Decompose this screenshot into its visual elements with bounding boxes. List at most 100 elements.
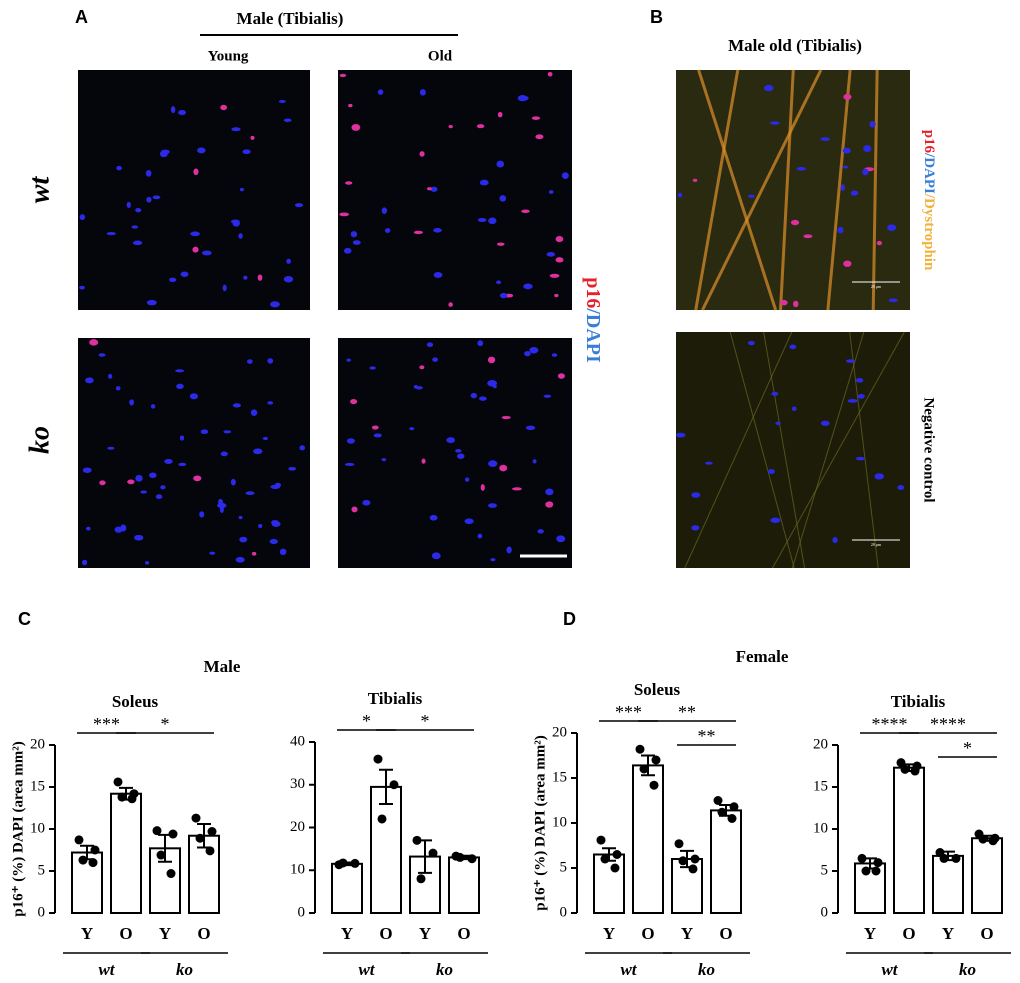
nucleus [546, 251, 556, 257]
nucleus [250, 135, 255, 140]
nucleus [796, 166, 807, 171]
nucleus [519, 95, 529, 101]
nucleus [863, 145, 872, 152]
bar [632, 764, 664, 915]
nucleus [190, 231, 200, 237]
nucleus [480, 484, 485, 491]
nucleus [371, 425, 379, 430]
nucleus [496, 280, 502, 285]
nucleus [770, 517, 781, 523]
nucleus [840, 184, 845, 192]
bar [110, 792, 142, 914]
data-point [389, 780, 399, 790]
nucleus [270, 484, 281, 490]
nucleus [220, 451, 228, 457]
scale-text: 20 μm [871, 284, 882, 289]
nucleus [551, 353, 558, 357]
nucleus [339, 212, 349, 217]
nucleus [419, 365, 425, 370]
nucleus [253, 448, 263, 455]
nucleus [283, 275, 294, 283]
nucleus [219, 506, 224, 513]
nucleus [346, 358, 352, 362]
nucleus [843, 260, 852, 267]
nucleus [446, 437, 456, 444]
nucleus [837, 226, 844, 234]
fiber-edge [684, 331, 793, 569]
nucleus [545, 501, 554, 508]
nucleus [294, 203, 304, 208]
nucleus [876, 240, 883, 246]
sig-label: ** [698, 726, 716, 746]
data-point [455, 852, 465, 862]
x-tick-label: Y [419, 924, 431, 943]
nucleus [140, 490, 148, 494]
nucleus [135, 207, 142, 213]
sig-label: * [421, 711, 430, 731]
data-point [88, 858, 98, 868]
nucleus [160, 485, 166, 490]
nucleus [855, 378, 864, 383]
nucleus [477, 533, 483, 539]
x-tick-label: Y [603, 924, 615, 943]
fiber-edge [791, 331, 865, 569]
nucleus [496, 160, 505, 168]
data-point [857, 853, 867, 863]
nucleus [85, 377, 94, 384]
nucleus [433, 272, 443, 278]
nucleus [887, 224, 897, 231]
nucleus [262, 436, 269, 441]
nucleus [179, 435, 185, 441]
nucleus [790, 219, 800, 226]
nucleus [82, 467, 92, 473]
data-point [78, 855, 88, 865]
nucleus [134, 534, 144, 541]
nucleus [351, 123, 361, 131]
x-tick-label: Y [864, 924, 876, 943]
nucleus [479, 179, 489, 186]
nucleus [549, 273, 560, 278]
nucleus [197, 147, 206, 154]
stain: /Dystrophin [921, 193, 937, 271]
bar [370, 785, 402, 915]
y-tick-label: 20 [290, 819, 305, 835]
fiber-edge [729, 331, 795, 569]
nucleus [548, 190, 554, 194]
nucleus [769, 121, 780, 125]
nucleus [126, 201, 131, 208]
nucleus [476, 124, 485, 129]
nucleus [178, 462, 187, 467]
group-label: ko [959, 960, 976, 979]
data-point [988, 836, 998, 846]
y-tick-label: 0 [821, 904, 829, 920]
nucleus [497, 111, 503, 118]
nucleus [477, 340, 484, 347]
stain-label: p16/DAPI [582, 277, 604, 363]
nucleus [820, 137, 831, 141]
nucleus [843, 93, 852, 101]
chart-title: Tibialis [368, 689, 423, 708]
nucleus [419, 89, 426, 96]
nucleus [499, 464, 508, 472]
nucleus [487, 380, 498, 387]
nucleus [107, 446, 115, 450]
panel-title: Male [204, 657, 241, 676]
group-label: wt [620, 960, 637, 979]
y-tick-label: 5 [38, 862, 46, 878]
nucleus [251, 551, 257, 556]
y-tick-label: 5 [560, 859, 568, 875]
panel-title: Female [736, 647, 789, 666]
nucleus [764, 84, 774, 92]
nucleus [351, 506, 358, 513]
group-label: ko [436, 960, 453, 979]
nucleus [232, 403, 241, 408]
nucleus [547, 72, 553, 77]
nucleus [339, 73, 347, 78]
nucleus [170, 106, 176, 114]
y-tick-label: 15 [813, 778, 828, 794]
column-label: Young [208, 48, 249, 64]
nucleus [897, 484, 905, 490]
y-axis-label: p16⁺ (%) DAPI (area mm²) [10, 741, 26, 916]
